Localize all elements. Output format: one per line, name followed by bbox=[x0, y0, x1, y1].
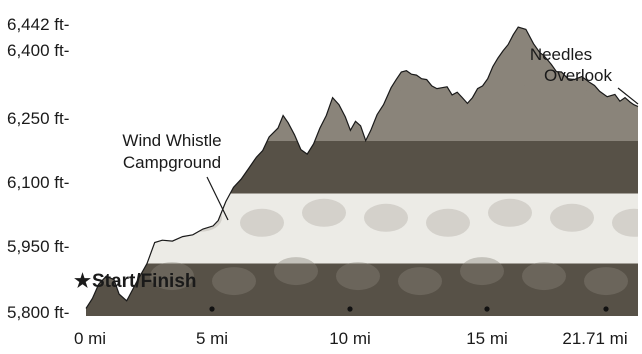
elevation-area-fill bbox=[86, 27, 638, 316]
x-tick-label: 0 mi bbox=[74, 329, 106, 348]
start-star-icon: ★ bbox=[74, 271, 91, 292]
terrain-texture-blob bbox=[460, 73, 504, 102]
y-tick-label: 5,950 ft- bbox=[7, 237, 69, 256]
terrain-texture-blob bbox=[522, 262, 566, 291]
mile-markers bbox=[209, 306, 609, 312]
x-tick-label: 5 mi bbox=[196, 329, 228, 348]
x-tick-label: 15 mi bbox=[466, 329, 508, 348]
mile-marker-dot bbox=[484, 306, 490, 312]
terrain-texture-blob bbox=[584, 267, 628, 296]
mile-marker-dot bbox=[347, 306, 353, 312]
terrain-texture-blob bbox=[398, 83, 442, 112]
terrain-texture-blob bbox=[212, 83, 256, 112]
wind-whistle-leader-line bbox=[206, 176, 229, 221]
needles-leader-line bbox=[617, 87, 639, 105]
y-tick-label: 6,442 ft- bbox=[7, 15, 69, 34]
x-tick-label: 10 mi bbox=[329, 329, 371, 348]
terrain-texture-blob bbox=[212, 267, 256, 296]
start-finish-label: Start/Finish bbox=[92, 271, 197, 292]
terrain-texture-blob bbox=[336, 78, 380, 107]
terrain-texture-blob bbox=[274, 257, 318, 286]
wind-whistle-annotation: Wind Whistle Campground bbox=[122, 131, 229, 221]
terrain-texture-blob bbox=[150, 262, 194, 291]
needles-label-line1: Needles bbox=[530, 45, 592, 64]
y-tick-label: 6,400 ft- bbox=[7, 41, 69, 60]
terrain-texture-blob bbox=[178, 203, 222, 232]
terrain-texture-blob bbox=[274, 73, 318, 102]
y-tick-label: 5,800 ft- bbox=[7, 303, 69, 322]
x-tick-label: 21.71 mi bbox=[562, 329, 627, 348]
terrain-texture-blob bbox=[522, 78, 566, 107]
terrain-texture-blob bbox=[460, 257, 504, 286]
elevation-profile-line bbox=[85, 26, 639, 309]
x-axis-ticks: 0 mi 5 mi 10 mi 15 mi 21.71 mi bbox=[74, 329, 628, 348]
wind-whistle-label-line2: Campground bbox=[123, 153, 221, 172]
terrain-texture-blob bbox=[488, 198, 532, 227]
mile-marker-dot bbox=[603, 306, 609, 312]
y-tick-label: 6,250 ft- bbox=[7, 109, 69, 128]
terrain-texture-blob bbox=[550, 203, 594, 232]
terrain-texture-blob bbox=[150, 78, 194, 107]
terrain-texture-blob bbox=[240, 208, 284, 237]
terrain-texture-blob bbox=[426, 208, 470, 237]
terrain-texture-blob bbox=[116, 198, 160, 227]
terrain-texture-blob bbox=[336, 262, 380, 291]
terrain-texture-blob bbox=[88, 73, 132, 102]
y-axis-ticks: 6,442 ft- 6,400 ft- 6,250 ft- 6,100 ft- 5,95… bbox=[7, 15, 69, 322]
terrain-texture-blob bbox=[398, 267, 442, 296]
wind-whistle-label-line1: Wind Whistle bbox=[122, 131, 221, 150]
terrain-texture-blob bbox=[584, 83, 628, 112]
start-finish-annotation: ★ Start/Finish bbox=[74, 271, 197, 292]
needles-label-line2: Overlook bbox=[544, 66, 613, 85]
mile-marker-dot bbox=[209, 306, 215, 312]
terrain-texture-blob bbox=[302, 198, 346, 227]
needles-overlook-annotation: Needles Overlook bbox=[530, 45, 639, 105]
y-tick-label: 6,100 ft- bbox=[7, 173, 69, 192]
terrain-texture-blob bbox=[612, 208, 638, 237]
terrain-texture-blob bbox=[364, 203, 408, 232]
